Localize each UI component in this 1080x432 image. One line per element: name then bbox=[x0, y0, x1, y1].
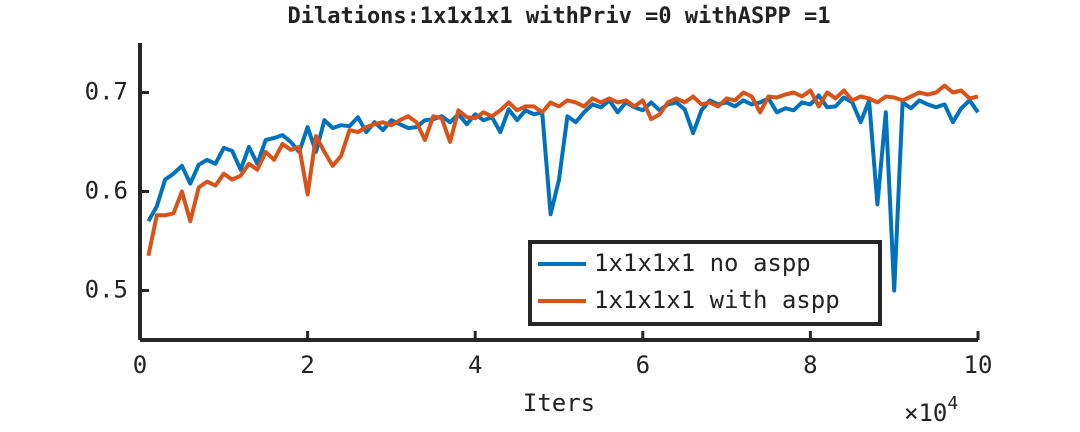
y-tick-label: 0.7 bbox=[85, 78, 128, 106]
x-tick-label: 8 bbox=[803, 351, 817, 379]
x-multiplier: ×104 bbox=[904, 393, 958, 427]
x-tick-label: 4 bbox=[468, 351, 482, 379]
x-tick-label: 2 bbox=[300, 351, 314, 379]
legend-label: 1x1x1x1 with aspp bbox=[594, 286, 840, 314]
x-multiplier-base: ×10 bbox=[904, 399, 947, 427]
x-tick-label: 0 bbox=[133, 351, 147, 379]
legend: 1x1x1x1 no aspp 1x1x1x1 with aspp bbox=[528, 240, 882, 326]
y-tick-label: 0.6 bbox=[85, 177, 128, 205]
chart-title: Dilations:1x1x1x1 withPriv =0 withASPP =… bbox=[287, 4, 830, 29]
x-tick-label: 10 bbox=[964, 351, 993, 379]
series-line bbox=[146, 93, 980, 293]
legend-box bbox=[528, 240, 882, 326]
x-axis-label: Iters bbox=[523, 389, 595, 417]
legend-label: 1x1x1x1 no aspp bbox=[594, 249, 811, 277]
series-line bbox=[146, 83, 979, 257]
x-multiplier-exponent: 4 bbox=[947, 393, 958, 414]
y-tick-label: 0.5 bbox=[85, 276, 128, 304]
x-tick-label: 6 bbox=[636, 351, 650, 379]
